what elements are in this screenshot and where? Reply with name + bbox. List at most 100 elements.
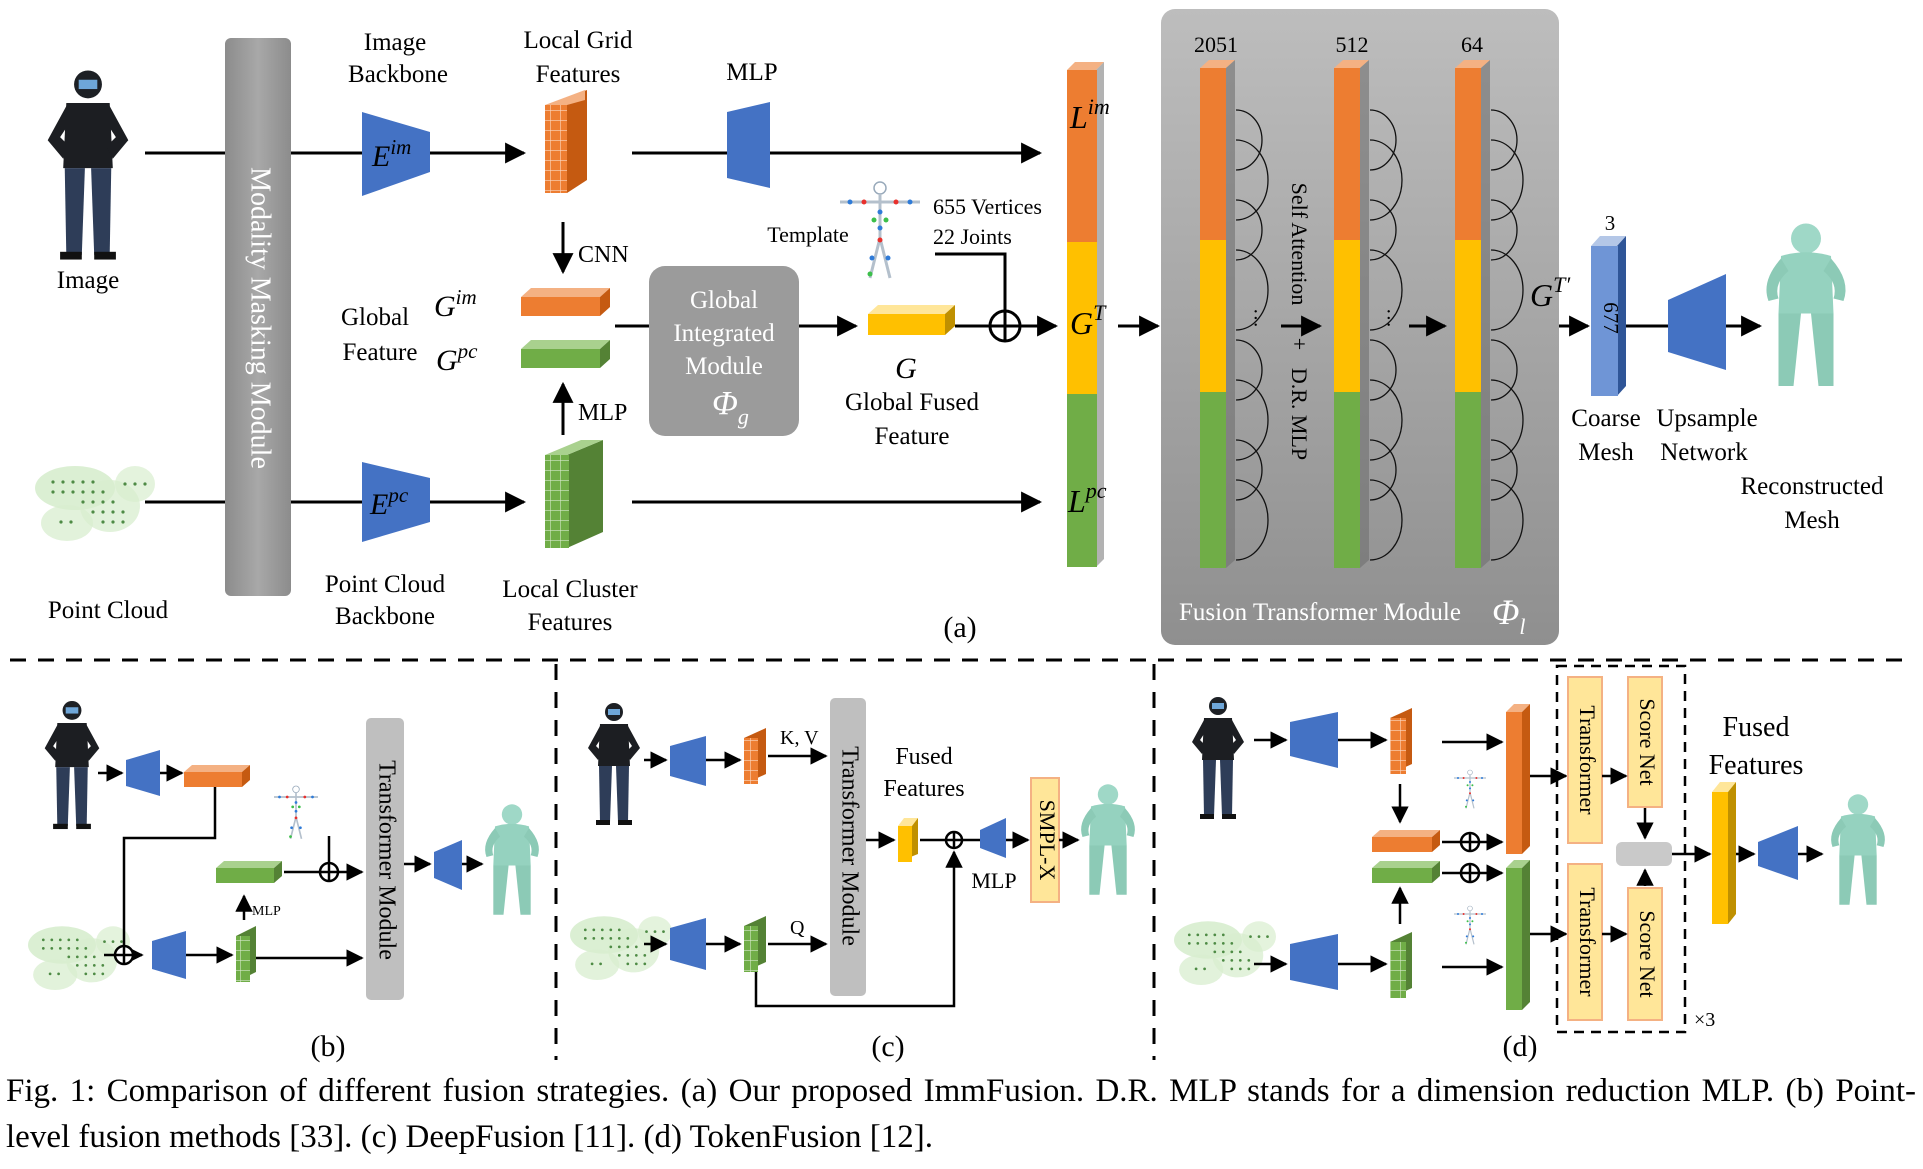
global-feature-label-2: Feature [343, 339, 418, 366]
phi-g-sub: g [738, 404, 749, 429]
reconstructed-mesh-icon-c [1081, 784, 1135, 895]
local-feature-b [236, 926, 256, 982]
pointcloud-label: Point Cloud [48, 597, 169, 624]
l-im-sup: im [1088, 94, 1110, 119]
global-fused-feature-block [868, 305, 955, 335]
template-mesh-icon-d2 [1453, 905, 1487, 946]
transformer-d-top [1567, 676, 1603, 844]
pc-feature-d [1390, 932, 1412, 998]
enc-pc-label: E [369, 488, 388, 521]
token-stack [1067, 62, 1104, 567]
pc-backbone-label: Point Cloud [325, 571, 446, 598]
transformer-d-bottom-label: Transformer [1575, 887, 1600, 997]
panel-c: K, V Q Transformer Module Fused Features… [570, 698, 1135, 1063]
panel-d-label: (d) [1503, 1030, 1538, 1063]
scorenet-d-bottom-label: Score Net [1635, 910, 1660, 997]
mlp-b-label: MLP [252, 904, 281, 919]
modality-masking-module [225, 38, 291, 596]
g-pc-label: G [436, 344, 458, 377]
plus-label: + [1287, 338, 1312, 350]
encoder-b-top [126, 750, 160, 796]
local-grid-label-2: Features [536, 61, 621, 88]
panel-a-label: (a) [943, 611, 976, 644]
cnn-label: CNN [578, 242, 629, 268]
fused-d-label-2: Features [1709, 750, 1804, 781]
kv-label: K, V [780, 727, 819, 749]
svg-text:GT′: GT′ [1530, 272, 1571, 313]
image-encoder [362, 112, 430, 196]
g-im-sup: im [456, 285, 477, 309]
token-stack-d-top [1506, 704, 1530, 854]
modality-masking-label: Modality Masking Module [245, 167, 276, 469]
scorenet-d-top [1627, 676, 1663, 808]
image-backbone-label-2: Backbone [348, 61, 448, 88]
pc-backbone-label-2: Backbone [335, 603, 435, 630]
local-grid-label: Local Grid [524, 27, 633, 54]
encoder-d-top [1290, 712, 1338, 768]
template-label: Template [767, 222, 849, 247]
coarse-dim-3: 3 [1605, 211, 1616, 235]
dots-1: ··· [1244, 308, 1266, 328]
reconstructed-mesh-icon [1766, 223, 1846, 386]
scorenet-d-top-label: Score Net [1635, 698, 1660, 785]
oplus-icon-d1 [1459, 831, 1481, 853]
svg-text:Gpc: Gpc [436, 339, 478, 377]
image-feature-c [744, 728, 766, 784]
token-stack-d-bottom [1506, 860, 1530, 1010]
gim-label-1: Global [690, 287, 758, 314]
fusion-token-stack-2 [1334, 60, 1369, 568]
template-mesh-icon [838, 180, 922, 280]
point-cloud-icon-d [1174, 921, 1276, 986]
g-pc-sup: pc [456, 339, 479, 363]
fused-c-label: Fused [895, 744, 952, 770]
g-t-label: G [1070, 305, 1093, 341]
svg-text:GT: GT [1070, 300, 1107, 341]
point-cloud-icon [35, 466, 155, 541]
transformer-d-top-label: Transformer [1575, 705, 1600, 815]
phi-l-sub: l [1519, 614, 1525, 639]
phi-l-label: Φ [1492, 592, 1519, 632]
fused-c-label-2: Features [883, 776, 964, 802]
encoder-d-bottom [1290, 934, 1338, 990]
upsample-network-block [1668, 274, 1726, 370]
upsample-label: Upsample [1656, 405, 1757, 432]
svg-text:Φl: Φl [1492, 592, 1526, 639]
template-mesh-icon-d1 [1453, 769, 1487, 810]
head-b [434, 840, 462, 890]
local-cluster-label: Local Cluster [502, 576, 638, 603]
enc-im-label: E [371, 140, 390, 173]
encoder-b-bottom [152, 931, 186, 979]
oplus-icon [988, 309, 1022, 343]
mlp-c-block [980, 818, 1006, 858]
svg-text:Eim: Eim [371, 135, 411, 173]
global-feature-im-block [521, 288, 610, 316]
q-label: Q [790, 917, 805, 939]
dim1-label: 2051 [1194, 32, 1238, 57]
global-integrated-module [649, 266, 799, 436]
mlp-c-label: MLP [971, 868, 1016, 893]
svg-text:Lim: Lim [1069, 94, 1110, 135]
transformer-module-b [366, 718, 404, 1000]
mlp-top-block [727, 102, 770, 188]
panel-c-label: (c) [871, 1030, 904, 1063]
dr-mlp-label: D.R. MLP [1287, 368, 1312, 460]
global-feature-b-green [216, 861, 282, 883]
local-cluster-features [545, 440, 603, 548]
fusion-module-label: Fusion Transformer Module [1179, 599, 1461, 626]
panel-a: Image Point Cloud Modality Masking Modul… [35, 9, 1884, 645]
image-label: Image [57, 267, 119, 294]
phi-g-label: Φ [712, 385, 738, 422]
image-backbone-label: Image [364, 29, 426, 56]
encoder-c-bottom [670, 918, 706, 970]
local-cluster-label-2: Features [528, 609, 613, 636]
transformer-d-bottom [1567, 863, 1603, 1021]
upsample-label-2: Network [1660, 439, 1748, 466]
fused-features-c [898, 818, 918, 862]
vertices-label: 655 Vertices [933, 194, 1042, 219]
svg-text:Epc: Epc [369, 483, 409, 521]
local-grid-features [545, 90, 587, 193]
coarse-dim-677: 677 [1599, 302, 1623, 334]
g-fused-label: G [895, 352, 917, 385]
head-d [1758, 826, 1798, 880]
person-image-icon [47, 70, 129, 260]
